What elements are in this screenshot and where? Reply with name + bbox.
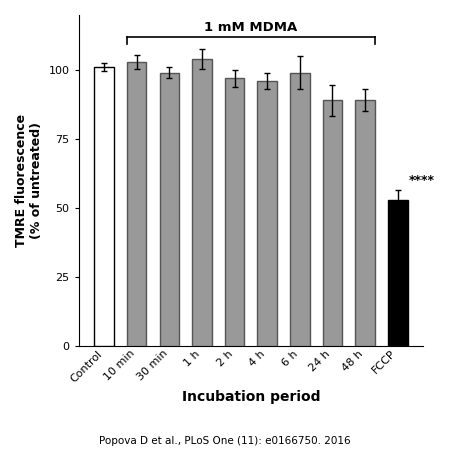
Text: 1 mM MDMA: 1 mM MDMA (204, 21, 297, 34)
Text: Popova D et al., PLoS One (11): e0166750. 2016: Popova D et al., PLoS One (11): e0166750… (99, 436, 351, 446)
Y-axis label: TMRE fluorescence
(% of untreated): TMRE fluorescence (% of untreated) (15, 114, 43, 247)
Bar (192, 59, 212, 346)
Bar (225, 78, 244, 346)
Bar (323, 100, 342, 346)
Bar (356, 100, 375, 346)
Bar (127, 62, 146, 346)
Bar (388, 200, 408, 346)
Bar (290, 73, 310, 346)
Bar (94, 68, 114, 346)
Bar (257, 81, 277, 346)
Bar (159, 73, 179, 346)
X-axis label: Incubation period: Incubation period (182, 390, 320, 404)
Text: ****: **** (409, 174, 435, 187)
